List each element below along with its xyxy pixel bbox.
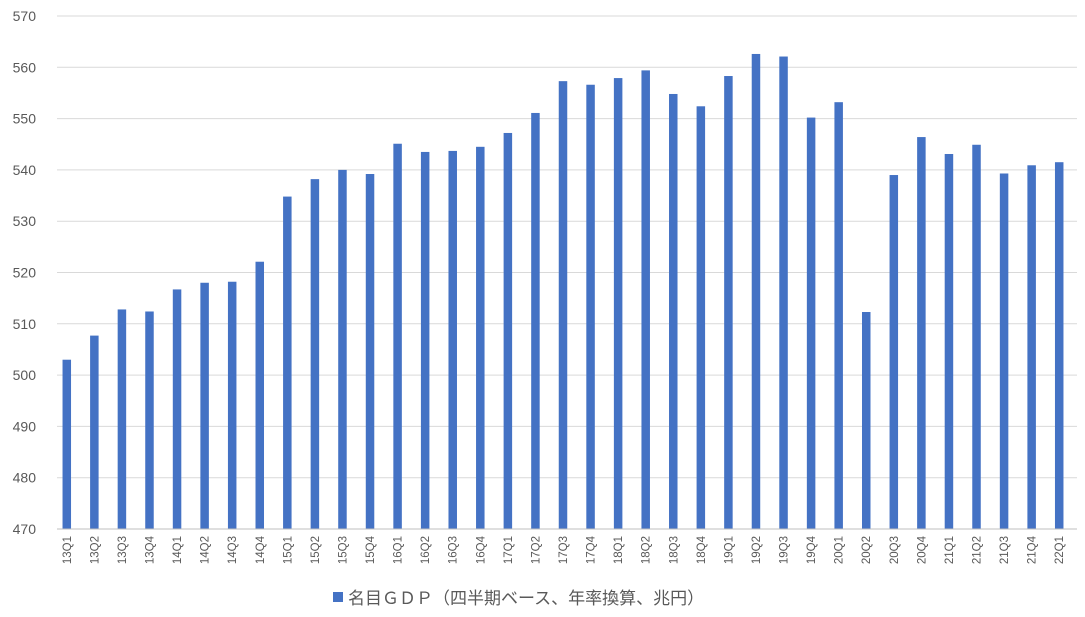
bar-13Q2: [90, 335, 99, 529]
x-tick-label: 21Q4: [1027, 535, 1039, 564]
bar-20Q4: [917, 137, 926, 529]
bar-18Q2: [641, 70, 650, 530]
x-tick-label: 16Q3: [448, 536, 460, 564]
bar-19Q2: [751, 53, 761, 529]
bar-16Q3: [448, 150, 457, 529]
bar-14Q3: [227, 281, 237, 529]
y-tick-label: 550: [13, 111, 37, 127]
x-tick-label: 21Q2: [972, 536, 984, 564]
bar-17Q2: [531, 112, 540, 529]
x-tick-label: 20Q1: [834, 536, 846, 564]
x-tick-label: 14Q2: [200, 536, 212, 564]
x-tick-label: 19Q1: [723, 536, 735, 564]
x-tick-label: 13Q2: [89, 536, 101, 564]
bar-20Q3: [889, 175, 899, 529]
bar-19Q4: [806, 117, 816, 529]
x-tick-label: 14Q4: [255, 535, 267, 564]
x-tick-label: 16Q4: [475, 535, 487, 564]
bar-19Q1: [724, 76, 733, 530]
x-tick-label: 14Q1: [172, 536, 184, 564]
legend-label: 名目ＧＤＰ（四半期ベース、年率換算、兆円）: [348, 589, 704, 609]
x-tick-label: 21Q3: [999, 536, 1011, 564]
x-tick-label: 13Q4: [144, 535, 156, 564]
bar-21Q2: [972, 144, 981, 529]
x-tick-label: 17Q3: [558, 536, 570, 564]
bar-15Q4: [365, 174, 375, 529]
x-tick-label: 19Q2: [751, 536, 763, 564]
bar-17Q3: [558, 81, 568, 529]
bar-13Q1: [62, 359, 72, 529]
bar-14Q4: [255, 261, 265, 529]
bar-16Q1: [393, 143, 402, 529]
bar-20Q2: [861, 312, 871, 529]
bar-17Q1: [503, 132, 513, 530]
bar-21Q3: [999, 173, 1009, 529]
x-tick-label: 16Q1: [393, 536, 405, 564]
y-axis-tick-labels: 470 480 490 500 510 520 530 540 550 560 570: [13, 8, 37, 537]
x-axis-tick-labels: 13Q1 13Q2 13Q3 13Q4 14Q1 14Q2 14Q3 14Q4 15Q1 15Q2…: [62, 535, 1066, 564]
y-tick-label: 500: [13, 367, 37, 383]
bar-16Q2: [420, 151, 430, 529]
y-tick-label: 480: [13, 470, 37, 486]
x-tick-label: 22Q1: [1054, 536, 1066, 564]
x-tick-label: 16Q2: [420, 536, 432, 564]
y-tick-label: 560: [13, 59, 37, 75]
x-tick-label: 19Q3: [779, 536, 791, 564]
bar-19Q3: [779, 56, 788, 529]
x-tick-label: 17Q1: [503, 536, 515, 564]
x-tick-label: 13Q1: [62, 536, 74, 564]
bar-20Q1: [834, 102, 843, 530]
bar-21Q4: [1027, 165, 1036, 529]
bar-15Q3: [338, 169, 347, 529]
y-tick-label: 510: [13, 316, 37, 332]
bars: [62, 53, 1064, 530]
y-tick-label: 490: [13, 418, 37, 434]
bar-15Q2: [310, 179, 320, 529]
x-tick-label: 18Q3: [668, 536, 680, 564]
bar-16Q4: [476, 146, 485, 529]
x-tick-label: 19Q4: [806, 535, 818, 564]
y-tick-label: 570: [13, 8, 37, 24]
x-tick-label: 15Q1: [282, 536, 294, 564]
x-tick-label: 13Q3: [117, 536, 129, 564]
legend-swatch: [333, 592, 343, 602]
bar-15Q1: [283, 196, 292, 530]
x-tick-label: 21Q1: [944, 536, 956, 564]
bar-18Q3: [669, 93, 678, 529]
x-tick-label: 18Q2: [641, 536, 653, 564]
y-tick-label: 540: [13, 162, 37, 178]
bar-13Q4: [145, 311, 154, 529]
x-tick-label: 14Q3: [227, 536, 239, 564]
legend: 名目ＧＤＰ（四半期ベース、年率換算、兆円）: [333, 589, 704, 609]
bar-22Q1: [1054, 162, 1064, 529]
bar-17Q4: [586, 84, 595, 529]
x-tick-label: 17Q2: [530, 536, 542, 564]
bar-21Q1: [944, 153, 954, 529]
x-tick-label: 15Q3: [337, 536, 349, 564]
bar-18Q4: [696, 106, 706, 530]
x-tick-label: 15Q4: [365, 535, 377, 564]
x-tick-label: 17Q4: [586, 535, 598, 564]
bar-18Q1: [613, 78, 623, 529]
y-tick-label: 520: [13, 265, 37, 281]
x-tick-label: 18Q4: [696, 535, 708, 564]
y-tick-label: 470: [13, 521, 37, 537]
y-tick-label: 530: [13, 213, 37, 229]
x-tick-label: 20Q3: [889, 536, 901, 564]
x-tick-label: 20Q2: [861, 536, 873, 564]
x-tick-label: 18Q1: [613, 536, 625, 564]
x-tick-label: 15Q2: [310, 536, 322, 564]
bar-14Q2: [200, 282, 209, 529]
x-tick-label: 20Q4: [916, 535, 928, 564]
bar-14Q1: [172, 289, 182, 529]
bar-13Q3: [117, 309, 127, 529]
